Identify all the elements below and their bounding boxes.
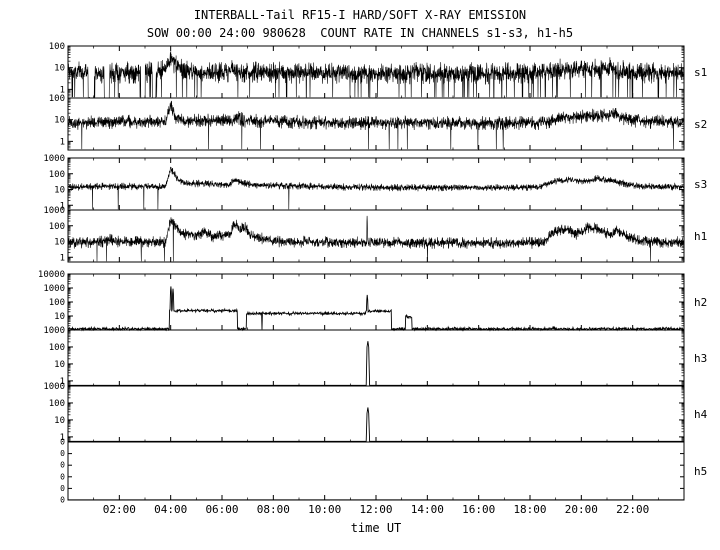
- ytick-label: 100: [49, 343, 65, 353]
- panel-frame-h5: [67, 441, 685, 501]
- series-s3: [67, 166, 685, 210]
- xtick-label: 20:00: [565, 503, 598, 516]
- series-h1: [67, 215, 685, 262]
- ytick-label: 100: [49, 42, 65, 52]
- series-h2: [67, 286, 685, 332]
- panel-label-h3: h3: [694, 352, 707, 365]
- panel-label-h4: h4: [694, 408, 708, 421]
- ytick-label: 100: [49, 399, 65, 409]
- ytick-label: 1: [60, 253, 65, 263]
- panel-label-s2: s2: [694, 118, 707, 131]
- ytick-label: 10: [54, 116, 65, 126]
- ytick-label: 1000: [43, 284, 65, 294]
- series-s1: [67, 51, 685, 99]
- ytick-label: 0: [60, 438, 65, 447]
- ytick-label: 1000: [43, 206, 65, 216]
- panel-label-s3: s3: [694, 178, 707, 191]
- xtick-label: 14:00: [411, 503, 444, 516]
- panel-frame-h4: [67, 385, 685, 443]
- panel-label-h1: h1: [694, 230, 707, 243]
- ytick-label: 1: [60, 85, 65, 95]
- xtick-label: 22:00: [616, 503, 649, 516]
- ytick-label: 0: [60, 449, 65, 458]
- ytick-label: 10: [54, 186, 65, 196]
- ytick-label: 10: [54, 64, 65, 74]
- series-h4: [68, 407, 684, 442]
- ytick-label: 100: [49, 94, 65, 104]
- panel-frame-h3: [67, 329, 685, 387]
- panel-label-h5: h5: [694, 465, 707, 478]
- ytick-label: 10: [54, 360, 65, 370]
- plot-subtitle: SOW 00:00 24:00 980628 COUNT RATE IN CHA…: [146, 26, 574, 40]
- xtick-label: 06:00: [205, 503, 238, 516]
- ytick-label: 100: [49, 222, 65, 232]
- ytick-label: 0: [60, 472, 65, 481]
- xtick-label: 08:00: [257, 503, 290, 516]
- xtick-label: 18:00: [513, 503, 546, 516]
- ytick-label: 1: [60, 433, 65, 443]
- panel-label-h2: h2: [694, 296, 707, 309]
- ytick-label: 10000: [38, 270, 65, 280]
- ytick-label: 100: [49, 170, 65, 180]
- ytick-label: 100: [49, 298, 65, 308]
- series-h3: [68, 341, 684, 386]
- xtick-label: 02:00: [103, 503, 136, 516]
- panel-frame-s3: [67, 157, 685, 211]
- xtick-label: 10:00: [308, 503, 341, 516]
- ytick-label: 1000: [43, 382, 65, 392]
- ytick-label: 10: [54, 312, 65, 322]
- ytick-label: 1: [60, 137, 65, 147]
- xtick-label: 16:00: [462, 503, 495, 516]
- ytick-label: 10: [54, 238, 65, 248]
- ytick-label: 0: [60, 496, 65, 505]
- ytick-label: 1000: [43, 154, 65, 164]
- ytick-label: 1: [60, 201, 65, 211]
- ytick-label: 1: [60, 377, 65, 387]
- ytick-label: 0: [60, 461, 65, 470]
- ytick-label: 1000: [43, 326, 65, 336]
- ytick-label: 10: [54, 416, 65, 426]
- ytick-label: 0: [60, 484, 65, 493]
- panel-frame-h2: [67, 273, 685, 331]
- xtick-label: 04:00: [154, 503, 187, 516]
- panel-label-s1: s1: [694, 66, 707, 79]
- xtick-label: 12:00: [359, 503, 392, 516]
- plot-title: INTERBALL-Tail RF15-I HARD/SOFT X-RAY EM…: [193, 8, 527, 22]
- x-axis-title: time UT: [350, 521, 402, 535]
- panel-frame-h1: [67, 209, 685, 263]
- series-s2: [67, 100, 685, 150]
